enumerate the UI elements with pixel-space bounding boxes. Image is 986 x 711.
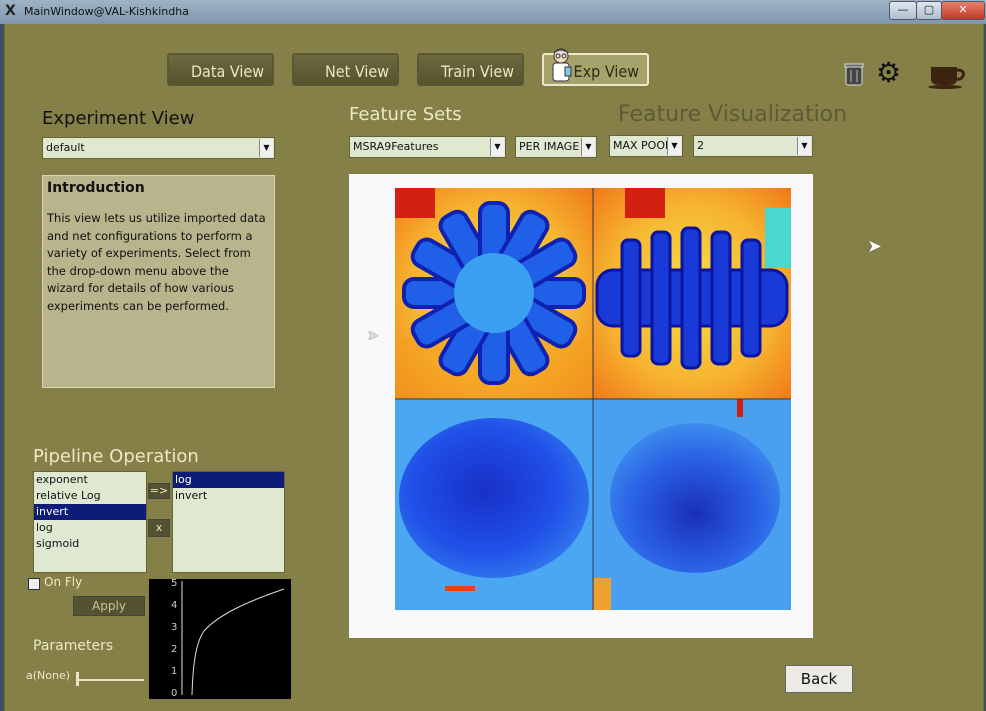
chevron-down-icon: ▼ [667, 137, 681, 155]
log-curve-chart: 0 1 2 3 4 5 [171, 578, 285, 699]
nav-train-view[interactable]: Train View [417, 53, 524, 86]
chevron-down-icon: ▼ [581, 138, 595, 156]
close-button[interactable]: ✕ [941, 1, 985, 20]
feature-set-select[interactable]: MSRA9Features ▼ [349, 136, 506, 158]
pool-select[interactable]: MAX POOL ▼ [609, 135, 683, 157]
y-tick-label: 0 [171, 688, 177, 699]
pipeline-operation-title: Pipeline Operation [33, 446, 199, 467]
normalization-select[interactable]: PER IMAGE ▼ [515, 136, 597, 158]
feature-map-top-left [395, 188, 593, 399]
remove-operation-button[interactable]: x [148, 519, 170, 537]
parameter-slider-handle[interactable] [76, 672, 79, 686]
apply-button[interactable]: Apply [73, 596, 145, 616]
feature-index-select-value: 2 [697, 139, 704, 152]
nav-data-view[interactable]: Data View [167, 53, 274, 86]
nav-net-view-label: Net View [325, 62, 389, 81]
mouse-cursor-icon: ➤ [867, 236, 883, 257]
experiment-select-value: default [46, 141, 85, 154]
main-window: Data View Net View Train View Exp View ⚙… [4, 24, 984, 711]
operation-preview-plot: 0 1 2 3 4 5 [149, 578, 291, 699]
title-bar: X MainWindow@VAL-Kishkindha — ▢ ✕ [0, 0, 986, 24]
available-operations-list[interactable]: exponent relative Log invert log sigmoid [33, 471, 147, 573]
list-item-selected[interactable]: log [173, 472, 284, 488]
y-tick-label: 3 [171, 622, 177, 633]
parameter-slider[interactable] [76, 679, 144, 681]
feature-sets-title: Feature Sets [349, 104, 462, 125]
nav-train-view-label: Train View [441, 62, 514, 81]
back-button[interactable]: Back [785, 665, 853, 693]
nav-exp-view[interactable]: Exp View [542, 48, 649, 86]
nav-net-view[interactable]: Net View [292, 53, 399, 86]
y-tick-label: 1 [171, 666, 177, 677]
y-tick-label: 2 [171, 644, 177, 655]
maximize-button[interactable]: ▢ [916, 1, 942, 20]
app-icon: X [5, 3, 16, 19]
list-item[interactable]: exponent [36, 473, 88, 486]
feature-map-grid [395, 188, 791, 610]
list-item[interactable]: log [36, 521, 53, 534]
add-operation-button[interactable]: => [148, 483, 170, 499]
feature-map-top-right [593, 188, 791, 399]
feature-set-select-value: MSRA9Features [353, 140, 439, 153]
feature-visualization-title: Feature Visualization [618, 102, 848, 127]
y-tick-label: 4 [171, 600, 177, 611]
y-tick-label: 5 [171, 579, 177, 589]
chevron-down-icon: ▼ [797, 137, 811, 155]
list-item[interactable]: invert [175, 489, 208, 502]
on-fly-checkbox[interactable] [28, 578, 40, 590]
normalization-select-value: PER IMAGE [519, 140, 580, 153]
feature-index-select[interactable]: 2 ▼ [693, 135, 813, 157]
parameters-title: Parameters [33, 638, 114, 654]
list-item-selected[interactable]: invert [34, 504, 146, 520]
trash-icon[interactable] [843, 61, 865, 91]
feature-map-bottom-left [395, 399, 593, 610]
minimize-button[interactable]: — [889, 1, 917, 20]
nav-exp-view-label: Exp View [573, 62, 639, 81]
feature-map-bottom-right [593, 399, 791, 610]
feature-visualization-panel [349, 174, 813, 638]
window-title: MainWindow@VAL-Kishkindha [24, 5, 189, 18]
introduction-panel: Introduction This view lets us utilize i… [42, 175, 275, 388]
experiment-select[interactable]: default ▼ [42, 137, 275, 159]
introduction-text: This view lets us utilize imported data … [47, 211, 266, 313]
on-fly-label: On Fly [44, 575, 83, 589]
coffee-cup-icon[interactable] [927, 63, 967, 93]
chevron-down-icon: ▼ [259, 139, 273, 157]
pool-select-value: MAX POOL [613, 139, 672, 152]
chevron-down-icon: ▼ [490, 138, 504, 156]
applied-operations-list[interactable]: log invert [172, 471, 285, 573]
introduction-title: Introduction [47, 180, 145, 196]
mouse-cursor-icon: ➤ [367, 328, 379, 344]
y-tick-labels: 0 1 2 3 4 5 [171, 578, 177, 699]
experiment-view-title: Experiment View [42, 108, 195, 129]
lab-scientist-icon [552, 48, 572, 82]
parameter-a-label: a(None) [26, 669, 71, 682]
list-item[interactable]: sigmoid [36, 537, 80, 550]
list-item[interactable]: relative Log [36, 489, 101, 502]
nav-data-view-label: Data View [190, 62, 264, 81]
gear-icon[interactable]: ⚙ [876, 56, 902, 89]
